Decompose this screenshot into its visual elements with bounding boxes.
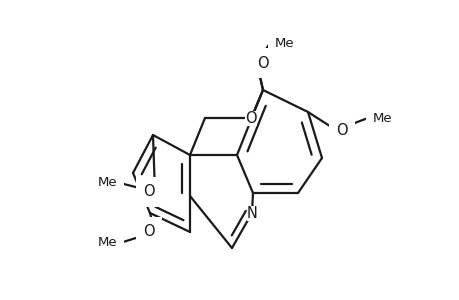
Text: O: O: [257, 56, 268, 70]
Text: O: O: [143, 184, 155, 200]
Text: Me: Me: [372, 112, 392, 124]
Text: O: O: [335, 122, 347, 137]
Text: O: O: [143, 224, 155, 239]
Text: Me: Me: [97, 236, 117, 250]
Text: N: N: [246, 206, 257, 220]
Text: Me: Me: [274, 37, 294, 50]
Text: O: O: [245, 110, 256, 125]
Text: Me: Me: [97, 176, 117, 190]
